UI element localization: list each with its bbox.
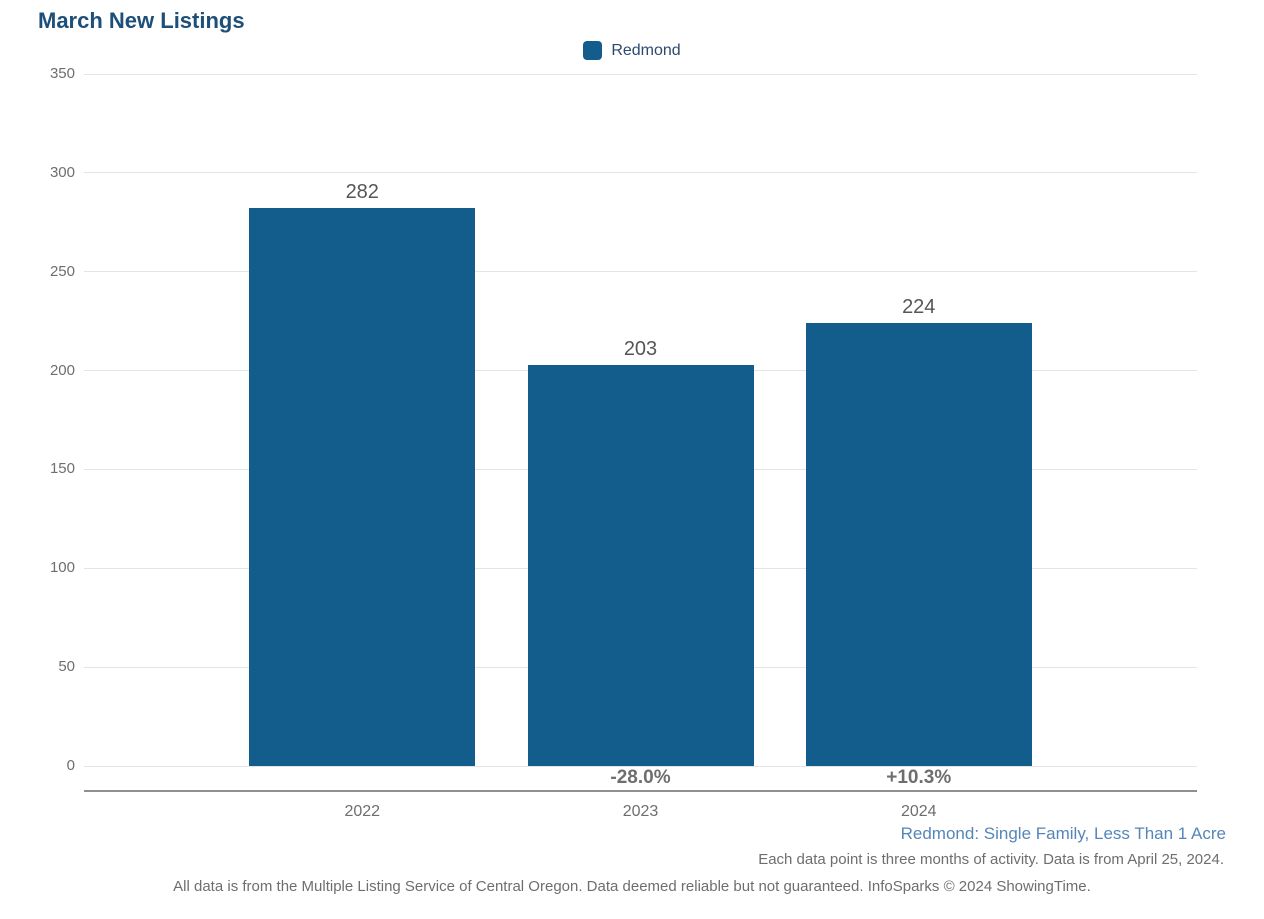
bar-value-label-2022: 282 (345, 181, 379, 204)
y-tick-label-100: 100 (49, 559, 75, 577)
series-description-note: Redmond: Single Family, Less Than 1 Acre (900, 824, 1226, 843)
x-tick-label-2024: 2024 (900, 803, 937, 820)
pct-change-label-2024: +10.3% (886, 767, 952, 788)
gridline-0 (84, 765, 1197, 767)
bar-2023[interactable] (527, 364, 754, 766)
y-tick-label-150: 150 (49, 460, 75, 478)
gridline-300 (84, 172, 1197, 174)
bar-2022[interactable] (249, 208, 476, 766)
bar-value-label-2023: 203 (623, 337, 658, 360)
y-tick-label-300: 300 (49, 163, 75, 181)
legend-label: Redmond (611, 41, 681, 59)
bar-2024[interactable] (805, 323, 1032, 766)
disclaimer-note: All data is from the Multiple Listing Se… (173, 878, 1091, 895)
legend: Redmond (0, 41, 1264, 60)
bar-value-label-2024: 224 (902, 296, 936, 319)
legend-item-redmond[interactable]: Redmond (583, 41, 681, 60)
gridline-250 (84, 271, 1197, 273)
x-axis-line (84, 790, 1197, 792)
data-period-note: Each data point is three months of activ… (758, 851, 1224, 868)
x-tick-label-2023: 2023 (622, 803, 659, 820)
x-tick-label-2022: 2022 (344, 803, 381, 820)
gridline-350 (84, 73, 1197, 75)
chart-title: March New Listings (38, 8, 245, 33)
y-tick-label-250: 250 (49, 262, 75, 280)
y-tick-label-50: 50 (58, 658, 75, 676)
y-tick-label-200: 200 (49, 361, 75, 379)
pct-change-label-2023: -28.0% (610, 767, 671, 788)
legend-swatch-icon (583, 41, 603, 60)
y-tick-label-350: 350 (49, 65, 75, 82)
y-tick-label-0: 0 (66, 757, 75, 774)
